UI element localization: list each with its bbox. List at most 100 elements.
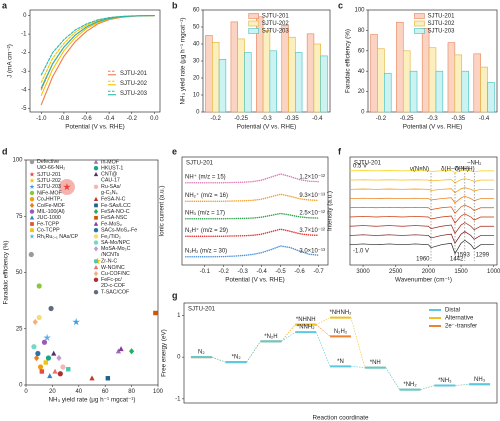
connector — [455, 383, 470, 386]
potential-label: 0.5 V — [353, 163, 367, 169]
series-line — [349, 213, 495, 224]
legend-marker — [93, 228, 99, 233]
connector — [385, 367, 400, 390]
legend-label: Ru-SAs/g-C₃N₄ — [101, 184, 121, 196]
legend-label: JUC-1000 — [37, 215, 61, 221]
x-tick-label: -0.2 — [127, 116, 138, 122]
bar — [428, 47, 437, 113]
series-line — [349, 204, 495, 214]
panel-title: SJTU-201 — [354, 161, 382, 167]
x-tick-label: -0.4 — [479, 116, 490, 122]
legend-label: Zr-N-C — [101, 259, 117, 265]
legend-label: 2e⁻-transfer — [445, 324, 477, 330]
point — [37, 364, 44, 370]
legend-label: SJTU-202 — [120, 81, 148, 87]
series-line — [349, 169, 495, 173]
bar — [384, 72, 392, 113]
point — [56, 354, 62, 362]
x-tick-label: -0.35 — [451, 116, 465, 122]
series-label: NH⁺ (m/z = 15) — [185, 173, 226, 180]
legend-marker — [29, 197, 35, 202]
axes-frame — [181, 156, 329, 266]
x-tick-label: 2000 — [422, 269, 436, 275]
connector — [420, 385, 435, 390]
x-tick-label: 80 — [128, 389, 135, 395]
legend-label: SJTU-202 — [37, 178, 61, 184]
panel-label: g — [172, 290, 178, 300]
legend-marker — [29, 177, 35, 183]
series-label: N₂H₂ (m/z = 30) — [185, 248, 227, 254]
point — [36, 314, 42, 321]
legend-marker — [30, 228, 34, 233]
y-tick-label: -4 — [21, 87, 27, 93]
point — [35, 350, 41, 357]
connector — [281, 331, 296, 342]
connector — [211, 356, 226, 363]
bar — [454, 54, 463, 113]
y-tick-label: 60 — [358, 48, 365, 54]
legend-marker — [93, 277, 99, 282]
y-axis-label: Faradaic efficiency (%) — [345, 29, 352, 93]
y-tick-label: -3 — [21, 69, 27, 75]
scale-label: 3.0×10⁻¹³ — [299, 248, 325, 254]
point — [52, 368, 58, 374]
bar — [212, 41, 220, 113]
x-tick-label: 40 — [75, 389, 82, 395]
legend-marker — [93, 240, 99, 245]
potential-label: -1.0 V — [353, 248, 369, 254]
legend-marker — [93, 196, 99, 201]
legend-label: NiFe-MOF — [37, 190, 62, 196]
legend-marker — [94, 215, 98, 220]
x-tick-label: -0.25 — [234, 116, 248, 122]
connector — [350, 366, 365, 368]
connector — [315, 324, 331, 337]
panel-label: e — [172, 146, 177, 156]
legend-label: SJTU-201 — [120, 71, 148, 77]
x-tick-label: 2500 — [389, 269, 403, 275]
legend-label: SJTU-201 — [262, 14, 290, 20]
point — [105, 376, 111, 381]
x-tick-label: 1500 — [454, 269, 468, 275]
x-tick-label: -1.0 — [36, 116, 47, 122]
level-label: *N₂H — [264, 334, 277, 340]
bar — [313, 43, 321, 113]
x-tick-label: 0 — [24, 389, 28, 395]
connector — [420, 385, 435, 390]
point — [32, 318, 38, 326]
point — [48, 305, 54, 312]
x-tick-label: -0.5 — [275, 269, 286, 275]
panel-label: b — [172, 0, 178, 10]
connector — [281, 324, 296, 342]
level-label: *N — [337, 359, 344, 365]
legend-marker — [93, 290, 99, 295]
legend-marker — [29, 171, 35, 177]
legend-label: Alternative — [445, 316, 474, 322]
point — [39, 369, 45, 374]
panel-title: SJTU-201 — [186, 161, 214, 167]
bar — [473, 53, 481, 113]
legend-label: MoSA-Mo₂C/NCNTs — [101, 246, 131, 258]
series-line — [349, 187, 495, 194]
bar — [294, 52, 303, 113]
legend-label: SJTU-201 — [427, 14, 455, 20]
x-tick-label: -0.1 — [200, 269, 211, 275]
x-tick-label: 100 — [153, 389, 164, 395]
level-label: *N₂ — [232, 355, 242, 361]
point — [45, 355, 52, 361]
bar — [269, 50, 277, 113]
legend-label: Co₃HHTP₂ — [37, 197, 62, 203]
y-tick-label: 75 — [16, 214, 23, 220]
legend-marker — [93, 221, 99, 226]
legend-label: W-NO/NC — [101, 265, 125, 271]
band-assignment: δ(N−H) — [455, 167, 475, 173]
legend-swatch — [414, 20, 425, 27]
point — [115, 348, 121, 354]
series-line — [349, 231, 495, 244]
legend-label: Co-TCPP — [37, 228, 60, 234]
legend-label: Fe-TCPP — [37, 221, 60, 227]
legend-swatch — [248, 20, 260, 27]
y-axis-label: Ionic current (a.u.) — [159, 185, 166, 236]
legend-label: CNT@ CAU-17 — [101, 172, 120, 184]
legend-label: FeSA-NO-C — [101, 209, 130, 215]
